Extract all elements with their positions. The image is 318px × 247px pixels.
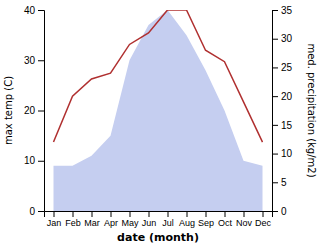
- y-axis-title: max temp (C): [3, 76, 14, 145]
- tick-label: Jan: [47, 218, 62, 228]
- tick-mark: [263, 211, 264, 217]
- tick: Apr: [104, 211, 118, 228]
- tick: 10: [272, 148, 293, 159]
- axis: 0 5 10 15 20 25 30 35: [272, 5, 293, 217]
- tick: Jun: [142, 211, 157, 228]
- tick-mark: [38, 211, 44, 212]
- tick: 30: [24, 55, 44, 66]
- axis-domain: [273, 11, 279, 212]
- tick-label: 0: [281, 206, 287, 217]
- tick-label: 5: [281, 177, 287, 188]
- tick-label: 30: [281, 33, 293, 44]
- tick-mark: [272, 67, 278, 68]
- tick-label: Jul: [162, 218, 174, 228]
- tick: Jul: [162, 211, 174, 228]
- tick: 15: [272, 120, 293, 131]
- tick: 35: [272, 5, 293, 16]
- tick-mark: [38, 161, 44, 162]
- tick-mark: [225, 211, 226, 217]
- tick-mark: [38, 60, 44, 61]
- tick: 40: [24, 5, 44, 16]
- tick-mark: [272, 154, 278, 155]
- tick-mark: [272, 211, 278, 212]
- tick: 0: [29, 206, 44, 217]
- tick: 0: [272, 206, 287, 217]
- tick-mark: [54, 211, 55, 217]
- tick-mark: [272, 125, 278, 126]
- area: [54, 10, 263, 211]
- tick-label: Aug: [179, 218, 195, 228]
- tick: May: [121, 211, 139, 228]
- line: [54, 10, 263, 142]
- tick: Jan: [47, 211, 62, 228]
- tick: 20: [272, 91, 293, 102]
- tick-label: 20: [281, 91, 293, 102]
- tick-label: 40: [24, 5, 36, 16]
- tick-label: 25: [281, 62, 293, 73]
- tick-label: Jun: [142, 218, 157, 228]
- tick-mark: [130, 211, 131, 217]
- tick-mark: [38, 10, 44, 11]
- tick: Sep: [198, 211, 214, 228]
- tick-mark: [206, 211, 207, 217]
- tick: Nov: [236, 211, 253, 228]
- tick: Dec: [255, 211, 272, 228]
- tick: 30: [272, 33, 293, 44]
- tick-label: 20: [24, 105, 36, 116]
- tick-label: 10: [281, 148, 293, 159]
- chart: JanFebMar AprMayJun Jul AugSep OctNovDec 0 10 2…: [0, 0, 318, 247]
- tick-mark: [92, 211, 93, 217]
- tick-mark: [187, 211, 188, 217]
- axis: JanFebMar AprMayJun Jul AugSep OctNovDec: [45, 211, 273, 228]
- tick-mark: [272, 10, 278, 11]
- tick-mark: [272, 39, 278, 40]
- tick: Feb: [65, 211, 81, 228]
- tick-label: 10: [24, 155, 36, 166]
- tick: 5: [272, 177, 287, 188]
- plot: JanFebMar AprMayJun Jul AugSep OctNovDec 0 10 2…: [24, 5, 293, 229]
- tick-mark: [111, 211, 112, 217]
- y2-axis-title: med. precipitation (kg/m2): [306, 43, 317, 177]
- tick-mark: [149, 211, 150, 217]
- tick-mark: [244, 211, 245, 217]
- tick-label: Feb: [65, 218, 81, 228]
- axis-domain: [38, 11, 45, 212]
- tick-label: Dec: [255, 218, 272, 228]
- axis-domain: [45, 212, 273, 218]
- tick-label: Nov: [236, 218, 253, 228]
- tick-mark: [38, 111, 44, 112]
- chart-container: JanFebMar AprMayJun Jul AugSep OctNovDec 0 10 2…: [0, 0, 318, 247]
- tick-mark: [272, 182, 278, 183]
- tick-label: 15: [281, 120, 293, 131]
- tick-label: 30: [24, 55, 36, 66]
- tick-label: 35: [281, 5, 293, 16]
- tick-mark: [168, 211, 169, 217]
- tick-mark: [272, 96, 278, 97]
- tick-label: Sep: [198, 218, 214, 228]
- tick: Aug: [179, 211, 195, 228]
- tick-label: May: [121, 218, 139, 228]
- marks: [54, 10, 263, 211]
- tick: Oct: [218, 211, 233, 228]
- tick-label: Mar: [84, 218, 100, 228]
- tick: 20: [24, 105, 44, 116]
- tick-label: 0: [29, 206, 35, 217]
- tick-mark: [73, 211, 74, 217]
- axis: 0 10 20 30 40: [24, 5, 45, 217]
- tick-label: Apr: [104, 218, 118, 228]
- tick: 25: [272, 62, 293, 73]
- tick-label: Oct: [218, 218, 233, 228]
- x-axis-title: date (month): [117, 231, 199, 244]
- tick: 10: [24, 155, 44, 166]
- tick: Mar: [84, 211, 100, 228]
